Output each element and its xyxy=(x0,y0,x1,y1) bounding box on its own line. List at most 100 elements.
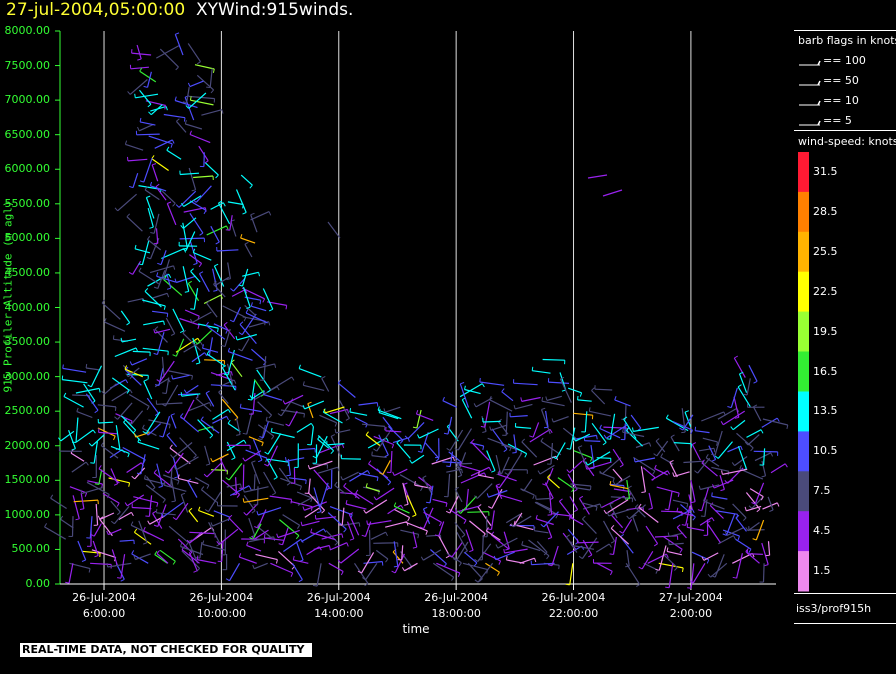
wind-barb xyxy=(120,554,126,579)
wind-barb xyxy=(622,431,645,438)
wind-barb-flag xyxy=(137,438,140,443)
wind-barb xyxy=(315,435,328,459)
wind-barb xyxy=(164,384,179,407)
wind-barb-flag xyxy=(323,408,326,413)
wind-barb xyxy=(207,491,222,512)
wind-barb xyxy=(732,503,747,519)
wind-barb-flag xyxy=(745,527,749,531)
wind-barb-flag xyxy=(376,402,379,407)
wind-barb-flag xyxy=(459,461,462,466)
wind-barb xyxy=(392,437,409,444)
wind-barb-flag xyxy=(463,520,467,524)
wind-barb-flag xyxy=(307,465,311,470)
wind-barb-flag xyxy=(750,447,754,452)
wind-barb-flag xyxy=(681,524,686,526)
wind-barb xyxy=(648,492,653,509)
wind-barb xyxy=(50,497,67,510)
wind-barb-flag xyxy=(505,555,508,560)
wind-barb xyxy=(147,238,162,251)
wind-barb xyxy=(313,544,330,550)
wind-barb-flag xyxy=(154,326,159,330)
wind-barb-flag xyxy=(58,437,62,442)
wind-barb xyxy=(146,476,156,488)
wind-barb xyxy=(108,528,122,536)
speed-legend-label: 31.5 xyxy=(813,164,838,178)
legend-divider-2 xyxy=(794,593,896,594)
wind-barb xyxy=(605,499,629,515)
wind-barb xyxy=(150,185,167,192)
wind-barb-flag xyxy=(249,536,254,540)
wind-barb-flag xyxy=(383,408,386,413)
wind-barb xyxy=(198,145,209,162)
wind-barb-flag xyxy=(251,510,256,514)
wind-barb-flag xyxy=(744,441,749,446)
wind-barb xyxy=(147,423,162,436)
wind-barb-flag xyxy=(128,482,131,487)
wind-barb xyxy=(127,367,140,378)
wind-barb xyxy=(255,553,278,561)
wind-barb-flag xyxy=(493,555,497,560)
wind-barb-flag xyxy=(667,470,671,475)
wind-barb-flag xyxy=(238,284,243,287)
wind-barb-flag xyxy=(81,559,86,562)
wind-barb-flag xyxy=(641,491,646,493)
wind-barb xyxy=(166,149,182,160)
wind-barb xyxy=(640,466,646,492)
wind-barb xyxy=(228,563,241,581)
wind-barb xyxy=(103,383,117,395)
wind-barb xyxy=(278,467,291,484)
wind-barb-flag xyxy=(692,516,696,521)
wind-barb-flag xyxy=(566,469,570,473)
wind-barb-flag xyxy=(98,465,102,469)
wind-barb xyxy=(491,488,503,509)
wind-barb xyxy=(127,158,148,162)
wind-barb xyxy=(717,407,738,420)
wind-barb-flag xyxy=(264,451,269,455)
wind-barb xyxy=(101,302,121,320)
wind-barb xyxy=(751,496,764,509)
wind-barb-flag xyxy=(226,416,229,421)
wind-barb xyxy=(244,304,256,316)
wind-barb xyxy=(394,468,408,477)
wind-barb-flag xyxy=(361,534,366,537)
wind-barb-flag xyxy=(534,558,537,563)
wind-barb-flag xyxy=(191,189,196,192)
wind-barb-flag xyxy=(110,520,115,525)
wind-barb xyxy=(748,364,758,382)
wind-barb-flag xyxy=(139,117,142,123)
wind-barb xyxy=(485,530,501,541)
wind-barb-flag xyxy=(302,381,305,386)
wind-barb-flag xyxy=(364,583,369,587)
wind-barb xyxy=(122,446,146,461)
wind-barb xyxy=(754,452,772,462)
wind-barb xyxy=(242,286,251,308)
wind-barb xyxy=(210,384,236,387)
wind-barb xyxy=(188,510,199,523)
wind-barb xyxy=(460,465,481,472)
wind-barb-flag xyxy=(50,494,54,499)
wind-barb xyxy=(478,474,494,479)
barb-legend-entry: == 10 xyxy=(823,94,859,107)
wind-barb-flag xyxy=(188,539,193,542)
wind-barb xyxy=(114,347,137,358)
wind-barb-flag xyxy=(277,413,282,417)
wind-barb xyxy=(329,506,353,516)
wind-barb-flag xyxy=(323,528,327,533)
wind-barb xyxy=(533,455,557,466)
wind-barb-flag xyxy=(727,406,732,409)
wind-barb-flag xyxy=(769,509,774,512)
y-tick-label: 2500.00 xyxy=(4,404,51,418)
wind-barb-flag xyxy=(479,377,481,383)
wind-barb-flag xyxy=(97,515,101,520)
wind-barb-flag xyxy=(751,502,756,505)
wind-barb-flag xyxy=(137,58,142,61)
wind-barb-flag xyxy=(349,538,354,541)
wind-barb-flag xyxy=(65,581,70,584)
wind-barb xyxy=(578,498,590,515)
wind-barb xyxy=(510,415,528,418)
wind-barb xyxy=(442,400,458,408)
wind-barb xyxy=(113,506,130,525)
wind-barb-flag xyxy=(168,273,172,278)
wind-barb-flag xyxy=(679,427,684,431)
wind-barb xyxy=(571,544,595,550)
